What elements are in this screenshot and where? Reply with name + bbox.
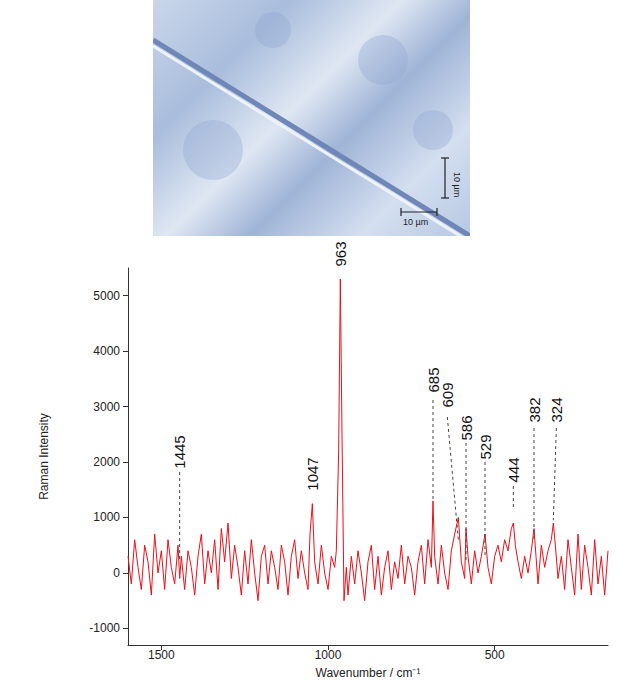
svg-text:324: 324 — [548, 397, 565, 422]
svg-text:685: 685 — [424, 367, 442, 393]
svg-text:382: 382 — [526, 397, 543, 422]
svg-text:500: 500 — [485, 648, 505, 662]
svg-text:2000: 2000 — [93, 455, 120, 469]
svg-text:Wavenumber / cm⁻¹: Wavenumber / cm⁻¹ — [316, 666, 421, 680]
svg-text:Raman Intensity: Raman Intensity — [37, 413, 51, 500]
svg-text:586: 586 — [458, 415, 475, 440]
html-text:10 µm: 10 µm — [452, 172, 462, 198]
svg-text:4000: 4000 — [93, 344, 120, 358]
svg-text:5000: 5000 — [93, 289, 120, 303]
svg-text:0: 0 — [113, 566, 120, 580]
svg-text:1000: 1000 — [315, 648, 342, 662]
svg-text:-1000: -1000 — [89, 621, 120, 635]
svg-text:609: 609 — [439, 382, 456, 407]
svg-text:963: 963 — [332, 241, 349, 266]
svg-text:1500: 1500 — [148, 648, 175, 662]
svg-text:529: 529 — [477, 434, 494, 459]
svg-text:444: 444 — [505, 457, 522, 482]
svg-text:1047: 1047 — [304, 457, 321, 490]
svg-text:1445: 1445 — [171, 435, 188, 468]
svg-text:3000: 3000 — [93, 400, 120, 414]
svg-text:1000: 1000 — [93, 510, 120, 524]
html-text:10 µm: 10 µm — [403, 217, 429, 227]
